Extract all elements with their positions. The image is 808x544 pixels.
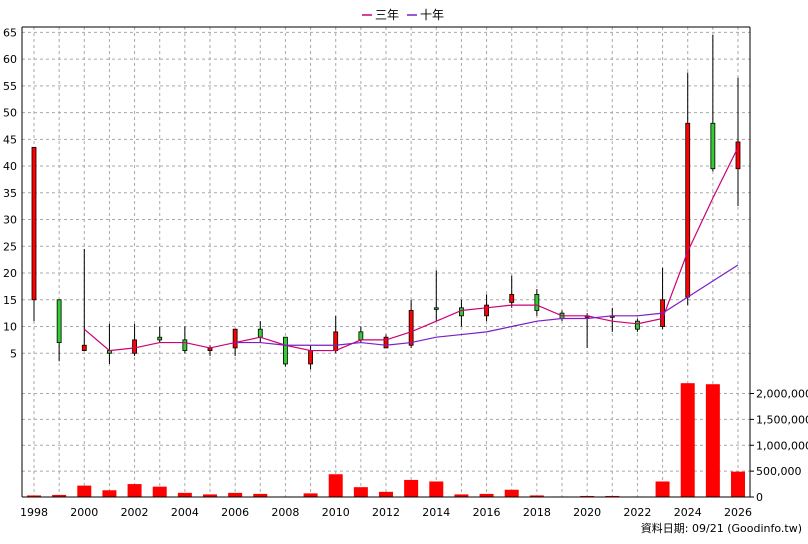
year-tick-label: 2004 [171,506,199,519]
candle-body [534,294,540,311]
plot-frame [21,26,751,498]
candle-body [81,344,87,351]
volume-tick-label: 500,000 [756,465,802,478]
legend-label-3yr: 三年 [375,8,399,22]
price-tick-label: 25 [3,240,17,253]
price-tick-label: 20 [3,267,17,280]
candle-body [735,141,741,170]
volume-bar [77,485,92,497]
price-tick-label: 50 [3,107,17,120]
candle-body [484,304,489,317]
candle-body [157,336,163,341]
legend-label-10yr: 十年 [420,8,444,22]
year-tick-label: 2026 [724,506,752,519]
volume-bar [731,471,745,497]
average-lines [83,147,739,352]
price-tick-label: 45 [3,133,17,146]
volume-bar [379,491,393,497]
volume-bar [580,495,595,497]
ten-year-average-line [235,264,739,346]
candle-body [283,336,288,365]
candles [31,35,741,370]
price-tick-label: 15 [3,294,17,307]
candle-body [383,336,389,349]
volume-bar [52,494,67,497]
year-tick-label: 2000 [70,506,98,519]
volume-bar [303,493,318,497]
year-tick-label: 2006 [221,506,249,519]
price-tick-label: 10 [3,321,17,334]
candle-body [459,307,464,317]
volume-tick-label: 1,000,000 [756,439,808,452]
volume-bar [404,479,419,497]
volume-bar [27,495,41,497]
volume-tick-label: 1,500,000 [756,413,808,426]
year-tick-label: 2022 [623,506,651,519]
data-date-footer: 資料日期: 09/21 (Goodinfo.tw) [641,521,802,535]
year-tick-label: 2020 [573,506,601,519]
candle-body [408,310,414,346]
candle-body [182,339,188,351]
volume-bar [228,492,243,497]
candle-body [257,328,263,338]
price-tick-label: 55 [3,80,17,93]
price-tick-label: 5 [10,347,17,360]
year-axis: 1998 2000 2002 2004 2006 2008 2010 2012 2014 2016… [20,506,752,519]
legend: 三年 十年 [362,8,444,22]
price-tick-label: 40 [3,160,17,173]
year-tick-label: 2016 [473,506,501,519]
volume-tick-label: 0 [756,491,763,504]
volume-bar [152,486,167,497]
year-tick-label: 2014 [422,506,450,519]
volume-bar [504,489,519,497]
candle-body [635,320,640,330]
candle-body [132,339,137,354]
candle-body [333,331,339,351]
volume-bar [605,495,620,497]
volume-bar [253,493,268,497]
volume-bar [328,474,343,497]
candle-body [685,122,691,298]
price-tick-label: 30 [3,214,17,227]
candle-body [710,122,716,170]
volume-axis: 0 500,000 1,000,000 1,500,000 2,000,000 [750,388,808,504]
volume-bar [454,494,469,497]
volume-bars [27,383,745,497]
price-tick-label: 35 [3,187,17,200]
year-tick-label: 2010 [322,506,350,519]
volume-bar [177,492,192,497]
grid-lines [22,27,750,497]
volume-bar [102,490,117,497]
three-year-average-line [83,147,739,352]
volume-bar [655,481,670,497]
candle-body [509,294,515,303]
candle-body [358,331,364,341]
volume-bar [529,495,544,497]
candle-body [31,146,37,301]
year-tick-label: 2018 [523,506,551,519]
year-tick-label: 2002 [121,506,149,519]
year-tick-label: 2024 [674,506,702,519]
price-axis: 5 10 15 20 25 30 35 40 45 50 55 60 65 [3,26,17,360]
price-tick-label: 65 [3,26,17,39]
candle-body [232,328,238,349]
volume-tick-label: 2,000,000 [756,388,808,401]
volume-bar [203,494,217,497]
candle-body [56,299,62,343]
candle-body [308,350,313,365]
year-tick-label: 2008 [271,506,299,519]
volume-bar [353,487,368,497]
volume-bar [705,384,720,497]
volume-bar [127,484,142,497]
volume-bar [429,481,444,497]
candle-body [433,307,439,310]
volume-bar [479,493,494,497]
year-tick-label: 2012 [372,506,400,519]
volume-bar [680,383,695,497]
price-tick-label: 60 [3,53,17,66]
year-tick-label: 1998 [20,506,48,519]
